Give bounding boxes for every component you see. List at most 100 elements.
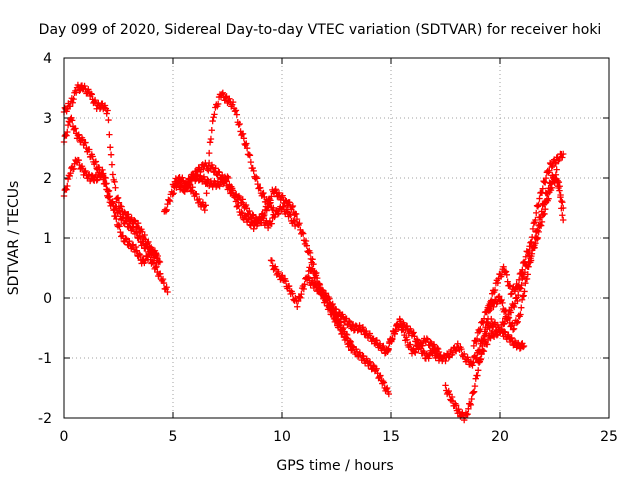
data-point xyxy=(315,283,322,291)
data-point xyxy=(102,180,109,188)
data-point xyxy=(208,127,216,134)
data-point xyxy=(486,306,494,314)
y-tick-label: -2 xyxy=(38,411,52,427)
data-point xyxy=(359,324,367,331)
data-point xyxy=(299,230,307,237)
data-point xyxy=(232,198,240,205)
data-point xyxy=(494,279,502,287)
data-point xyxy=(514,297,521,305)
data-point xyxy=(542,174,550,182)
data-point xyxy=(514,318,521,325)
data-point xyxy=(103,186,110,193)
data-point xyxy=(430,347,438,355)
data-point xyxy=(305,275,313,282)
data-point xyxy=(301,281,308,288)
data-point xyxy=(219,89,227,97)
data-point xyxy=(522,253,530,260)
data-point xyxy=(210,114,217,121)
data-points xyxy=(60,81,567,424)
data-point xyxy=(377,372,384,379)
data-point xyxy=(288,203,296,211)
data-point xyxy=(559,199,566,206)
data-point xyxy=(81,168,88,176)
data-point xyxy=(336,321,343,329)
data-point xyxy=(403,322,411,330)
data-point xyxy=(244,215,252,222)
data-point xyxy=(477,356,484,363)
data-point xyxy=(434,344,441,352)
data-point xyxy=(533,235,541,243)
series-track-3 xyxy=(60,81,161,262)
data-point xyxy=(508,290,515,297)
data-point xyxy=(290,217,297,224)
data-point xyxy=(403,336,411,343)
data-point xyxy=(207,135,215,143)
data-point xyxy=(112,184,119,191)
data-point xyxy=(532,240,539,247)
data-point xyxy=(373,365,380,372)
data-point xyxy=(289,202,297,210)
data-point xyxy=(523,262,530,269)
data-point xyxy=(376,340,384,347)
data-point xyxy=(559,154,566,161)
data-point xyxy=(235,121,242,128)
x-tick-label: 5 xyxy=(169,429,178,445)
data-point xyxy=(448,393,456,401)
x-tick-label: 0 xyxy=(60,429,69,445)
data-point xyxy=(254,180,261,188)
data-point xyxy=(290,218,298,226)
data-point xyxy=(141,231,148,239)
data-point xyxy=(520,292,527,299)
data-point xyxy=(267,197,274,204)
data-point xyxy=(413,336,421,343)
data-point xyxy=(128,227,135,234)
data-point xyxy=(203,190,210,197)
data-point xyxy=(274,210,282,218)
data-point xyxy=(70,165,78,172)
data-point xyxy=(279,272,286,279)
series-track-9 xyxy=(383,315,528,369)
data-point xyxy=(376,373,383,381)
data-point xyxy=(193,191,200,198)
data-point xyxy=(109,171,117,178)
plot-frame xyxy=(63,57,610,419)
data-point xyxy=(397,321,404,328)
data-point xyxy=(242,212,249,219)
data-point xyxy=(542,205,549,213)
data-point xyxy=(354,327,361,334)
data-point xyxy=(246,152,254,159)
data-point xyxy=(250,225,257,233)
data-point xyxy=(64,128,71,136)
data-point xyxy=(249,211,256,218)
data-point xyxy=(133,247,140,254)
data-point xyxy=(385,390,393,398)
data-point xyxy=(396,315,403,323)
data-point xyxy=(239,210,246,217)
data-point xyxy=(353,348,361,356)
data-point xyxy=(495,293,503,300)
data-point xyxy=(366,358,374,365)
data-point xyxy=(333,317,340,324)
data-point xyxy=(223,178,230,185)
data-point xyxy=(107,151,115,158)
data-point xyxy=(116,223,123,230)
data-point xyxy=(559,212,566,219)
data-point xyxy=(557,194,564,201)
data-point xyxy=(373,337,381,344)
data-point xyxy=(111,178,118,185)
data-point xyxy=(410,329,417,336)
x-axis-label: GPS time / hours xyxy=(276,458,393,474)
data-point xyxy=(195,195,203,203)
data-point xyxy=(309,256,316,263)
data-point xyxy=(558,197,565,205)
data-point xyxy=(200,173,208,181)
x-tick-label: 20 xyxy=(491,429,509,445)
series-track-5 xyxy=(169,89,277,214)
data-point xyxy=(551,159,559,166)
data-point xyxy=(380,342,387,350)
data-point xyxy=(156,258,164,266)
data-point xyxy=(473,335,481,343)
data-point xyxy=(356,322,363,329)
data-point xyxy=(243,140,250,147)
data-point xyxy=(536,195,543,202)
